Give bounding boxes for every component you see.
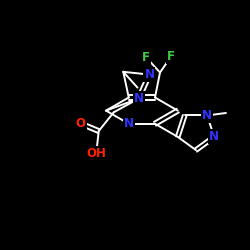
Text: N: N	[144, 68, 154, 81]
Text: O: O	[76, 117, 86, 130]
Text: N: N	[134, 92, 144, 105]
Text: N: N	[209, 130, 219, 143]
Text: F: F	[167, 50, 175, 63]
Text: OH: OH	[86, 147, 106, 160]
Text: N: N	[124, 117, 134, 130]
Text: F: F	[142, 51, 150, 64]
Text: N: N	[202, 109, 212, 122]
